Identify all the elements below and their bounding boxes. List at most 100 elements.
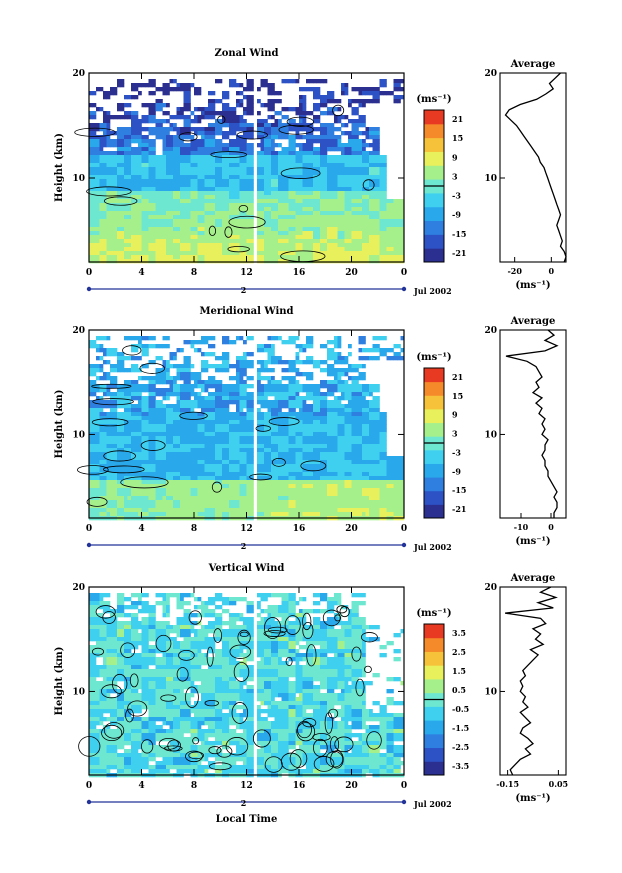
heatmap-cell — [372, 336, 377, 341]
heatmap-cell — [358, 147, 363, 152]
heatmap-cell — [208, 227, 212, 232]
heatmap-cell — [306, 239, 310, 244]
heatmap-cell — [344, 392, 349, 397]
heatmap-cell — [376, 167, 380, 172]
heatmap-cell — [145, 155, 149, 160]
heatmap-cell — [267, 131, 272, 136]
heatmap-cell — [372, 388, 377, 393]
heatmap-cell — [316, 139, 321, 144]
heatmap-cell — [141, 103, 146, 108]
heatmap-cell — [162, 163, 167, 168]
heatmap-cell — [267, 436, 272, 441]
heatmap-cell — [246, 424, 251, 429]
heatmap-cell — [323, 396, 328, 401]
heatmap-cell — [246, 171, 251, 176]
heatmap-cell — [334, 207, 338, 212]
heatmap-cell — [271, 356, 275, 361]
heatmap-cell — [257, 360, 261, 365]
heatmap-cell — [96, 235, 100, 240]
heatmap-cell — [201, 360, 205, 365]
heatmap-cell — [166, 251, 170, 256]
heatmap-cell — [400, 243, 405, 248]
heatmap-cell — [180, 83, 184, 88]
heatmap-cell — [169, 231, 174, 236]
heatmap-cell — [285, 396, 289, 401]
heatmap-cell — [292, 175, 296, 180]
heatmap-cell — [169, 175, 174, 180]
heatmap-cell — [215, 384, 219, 389]
heatmap-cell — [141, 364, 146, 369]
heatmap-cell — [225, 408, 230, 413]
heatmap-cell — [355, 396, 359, 401]
heatmap-cell — [99, 436, 104, 441]
heatmap-cell — [341, 147, 345, 152]
heatmap-cell — [306, 404, 310, 409]
heatmap-cell — [169, 420, 174, 425]
heatmap-cell — [309, 360, 314, 365]
heatmap-cell — [260, 143, 265, 148]
heatmap-cell — [113, 255, 118, 260]
heatmap-cell — [236, 91, 240, 96]
heatmap-cell — [400, 259, 405, 264]
heatmap-cell — [344, 420, 349, 425]
heatmap-cell — [299, 167, 303, 172]
heatmap-cell — [285, 187, 289, 192]
heatmap-cell — [166, 247, 170, 252]
heatmap-cell — [309, 183, 314, 188]
heatmap-cell — [260, 420, 265, 425]
heatmap-cell — [145, 203, 149, 208]
heatmap-cell — [379, 428, 384, 433]
heatmap-cell — [120, 135, 125, 140]
heatmap-cell — [103, 167, 107, 172]
heatmap-cell — [351, 163, 356, 168]
heatmap-cell — [180, 255, 184, 260]
heatmap-cell — [232, 424, 237, 429]
heatmap-cell — [250, 107, 254, 112]
heatmap-cell — [208, 408, 212, 413]
heatmap-cell — [362, 155, 366, 160]
heatmap-cell — [173, 143, 177, 148]
heatmap-cell — [225, 119, 230, 124]
heatmap-cell — [162, 203, 167, 208]
heatmap-cell — [285, 412, 289, 417]
heatmap-cell — [267, 207, 272, 212]
heatmap-cell — [264, 119, 268, 124]
heatmap-cell — [278, 199, 282, 204]
heatmap-cell — [330, 147, 335, 152]
heatmap-cell — [292, 203, 296, 208]
heatmap-cell — [162, 235, 167, 240]
heatmap-cell — [316, 412, 321, 417]
heatmap-cell — [225, 163, 230, 168]
heatmap-cell — [141, 396, 146, 401]
heatmap-cell — [250, 255, 254, 260]
heatmap-cell — [138, 259, 142, 264]
heatmap-cell — [376, 183, 380, 188]
heatmap-cell — [180, 408, 184, 413]
heatmap-cell — [246, 147, 251, 152]
heatmap-cell — [330, 404, 335, 409]
heatmap-cell — [379, 203, 384, 208]
heatmap-cell — [162, 135, 167, 140]
heatmap-cell — [225, 231, 230, 236]
heatmap-cell — [183, 376, 188, 381]
heatmap-cell — [106, 187, 111, 192]
heatmap-cell — [393, 356, 398, 361]
heatmap-cell — [344, 360, 349, 365]
heatmap-cell — [348, 187, 352, 192]
heatmap-cell — [264, 368, 268, 373]
heatmap-cell — [337, 432, 342, 437]
heatmap-cell — [211, 364, 216, 369]
heatmap-cell — [313, 91, 317, 96]
heatmap-cell — [232, 179, 237, 184]
heatmap-cell — [271, 139, 275, 144]
heatmap-cell — [148, 384, 153, 389]
heatmap-cell — [372, 91, 377, 96]
heatmap-cell — [187, 123, 191, 128]
heatmap-cell — [89, 416, 93, 421]
heatmap-cell — [285, 115, 289, 120]
heatmap-cell — [295, 416, 300, 421]
heatmap-cell — [281, 215, 286, 220]
heatmap-cell — [131, 416, 135, 421]
heatmap-cell — [295, 135, 300, 140]
heatmap-cell — [365, 131, 370, 136]
